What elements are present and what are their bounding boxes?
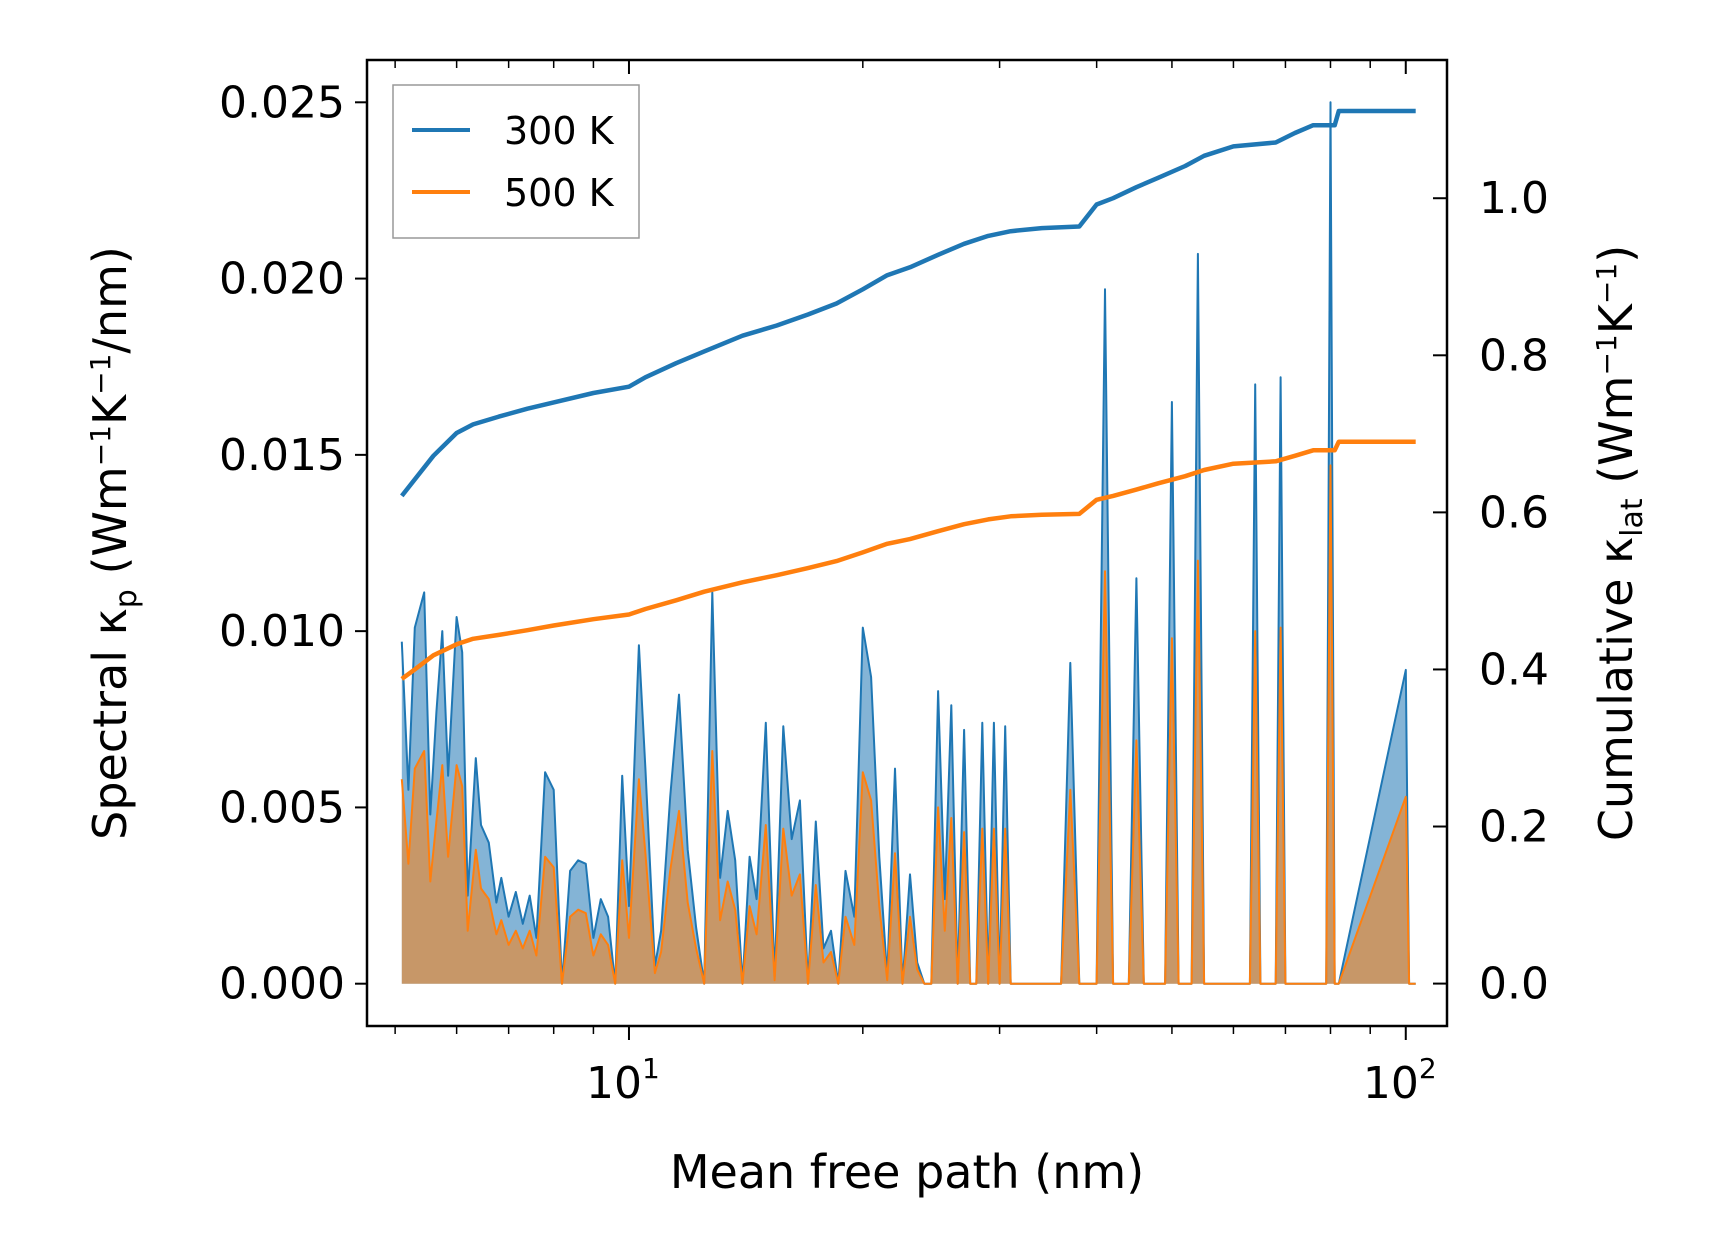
left-tick-label: 0.000 bbox=[219, 959, 345, 1010]
left-axis-title: Spectral κp (Wm−1K−1/nm) bbox=[83, 246, 144, 840]
right-axis-title-exp2: −1 bbox=[1590, 263, 1623, 304]
left-axis-title-mid: K bbox=[83, 393, 137, 425]
x-tick-label: 101 bbox=[586, 1052, 660, 1109]
spectral-fill-group bbox=[400, 101, 1416, 985]
left-tick-label: 0.025 bbox=[219, 77, 345, 128]
plot-frame bbox=[365, 58, 1449, 1028]
cumulative-line-300k bbox=[400, 108, 1416, 498]
left-axis-title-units-close: /nm) bbox=[83, 246, 137, 353]
left-tick-label: 0.010 bbox=[219, 606, 345, 657]
right-tick-label: 0.2 bbox=[1479, 802, 1549, 853]
spectral-fill-300k bbox=[401, 102, 1416, 984]
right-axis-title-units-open: (Wm bbox=[1589, 376, 1643, 499]
right-axis-title: Cumulative κlat (Wm−1K−1) bbox=[1589, 245, 1650, 841]
legend-box bbox=[392, 84, 640, 239]
x-axis-title: Mean free path (nm) bbox=[670, 1145, 1144, 1199]
series-line-group bbox=[400, 108, 1416, 681]
right-tick-label: 0.0 bbox=[1479, 959, 1549, 1010]
legend-label-500k: 500 K bbox=[504, 171, 615, 215]
spectral-fill-500k bbox=[401, 465, 1416, 984]
right-tick-label: 1.0 bbox=[1479, 173, 1549, 224]
right-tick-label: 0.8 bbox=[1479, 330, 1549, 381]
left-axis-title-units-open: (Wm bbox=[83, 466, 137, 589]
right-axis-title-mid: K bbox=[1589, 302, 1643, 334]
left-axis-title-sub: p bbox=[109, 589, 144, 608]
left-axis-title-exp2: −1 bbox=[84, 354, 117, 395]
left-tick-label: 0.015 bbox=[219, 430, 345, 481]
x-tick-label: 102 bbox=[1363, 1052, 1437, 1109]
cumulative-line-500k bbox=[400, 439, 1416, 681]
right-axis-title-main: Cumulative κ bbox=[1589, 537, 1643, 841]
right-tick-label: 0.4 bbox=[1479, 644, 1549, 695]
right-tick-label: 0.6 bbox=[1479, 487, 1549, 538]
right-axis-title-units-close: ) bbox=[1589, 245, 1643, 263]
legend-label-300k: 300 K bbox=[504, 109, 615, 153]
right-axis-title-sub: lat bbox=[1615, 498, 1650, 537]
left-tick-label: 0.005 bbox=[219, 782, 345, 833]
legend: 300 K 500 K bbox=[392, 84, 640, 239]
left-axis-title-main: Spectral κ bbox=[83, 608, 137, 840]
right-axis-title-exp1: −1 bbox=[1590, 334, 1623, 375]
left-tick-label: 0.020 bbox=[219, 254, 345, 305]
left-axis-title-exp1: −1 bbox=[84, 425, 117, 466]
spectral-line-500k bbox=[400, 464, 1416, 985]
tick-group: 0.000 0.005 0.010 0.015 0.020 0.025 0.0 0.2 0.4 0… bbox=[219, 60, 1549, 1109]
